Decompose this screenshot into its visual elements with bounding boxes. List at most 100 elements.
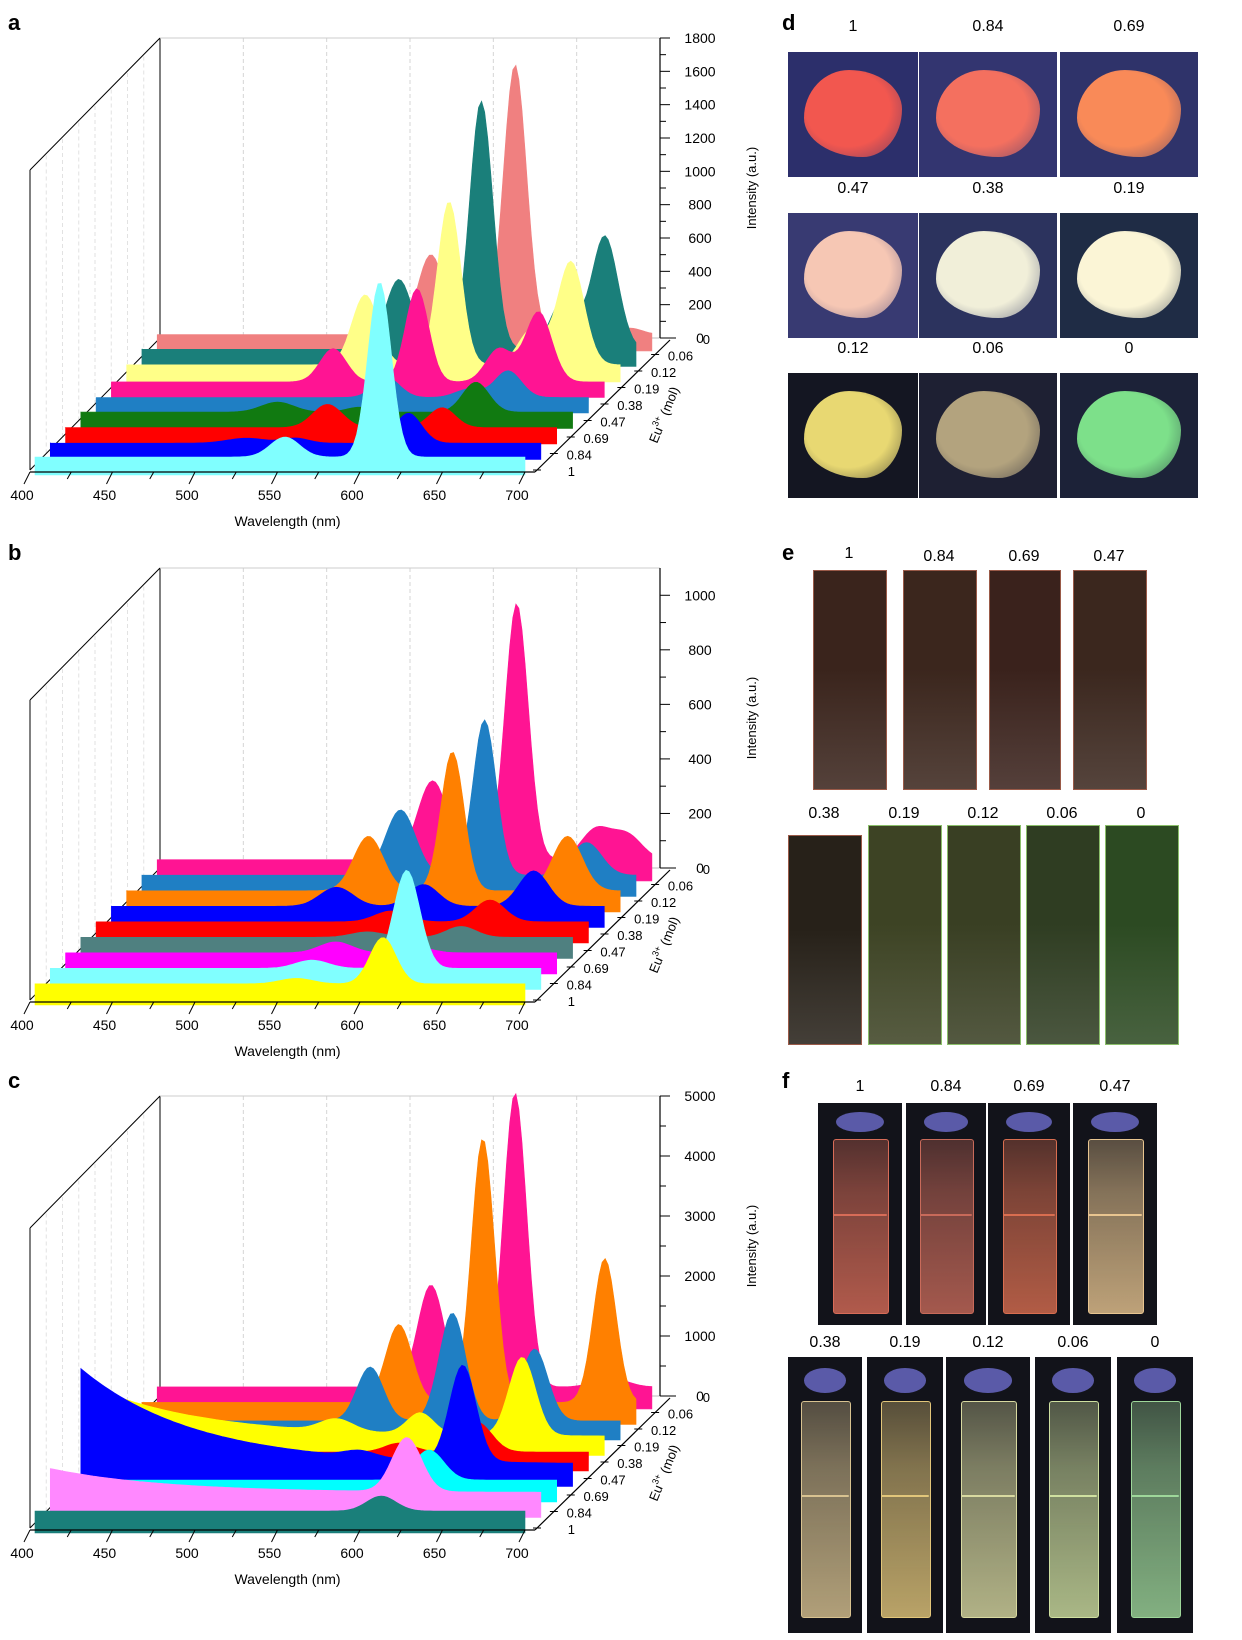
series-0_47-area xyxy=(80,1364,573,1487)
depth-tick-label: 0.06 xyxy=(668,1407,693,1422)
y-tick-label: 200 xyxy=(688,297,712,313)
y-tick-label: 0 xyxy=(696,860,704,876)
film-label: 0.06 xyxy=(1046,805,1078,822)
powder-label: 0.47 xyxy=(837,180,869,197)
y-tick-label: 600 xyxy=(688,696,712,712)
cuvette-meniscus xyxy=(801,1495,849,1497)
cuvette-photo xyxy=(818,1103,902,1325)
x-tick-label: 550 xyxy=(258,487,282,503)
depth-tick-label: 1 xyxy=(568,464,575,479)
powder-sample xyxy=(935,390,1041,478)
cuvette-cap xyxy=(883,1368,927,1393)
cuvette-photo xyxy=(946,1357,1030,1633)
series-0_19-area xyxy=(111,1357,605,1456)
cuvette-meniscus xyxy=(920,1214,972,1216)
depth-tick-label: 0.12 xyxy=(651,895,676,910)
depth-tick-label: 0.06 xyxy=(668,879,693,894)
depth-tick-label: 0.47 xyxy=(600,415,625,430)
y-tick-label: 5000 xyxy=(684,1088,715,1104)
series-0_84-area xyxy=(49,869,542,990)
y-tick-label: 1800 xyxy=(684,30,715,46)
powder-label: 0 xyxy=(1124,340,1134,357)
cuvette-photo xyxy=(1035,1357,1111,1633)
powder-photo xyxy=(1060,213,1198,338)
x-tick-label: 550 xyxy=(258,1017,282,1033)
x-tick-label: 600 xyxy=(340,1545,364,1561)
cuvette-cap xyxy=(1091,1111,1139,1132)
film-label: 0.38 xyxy=(808,805,840,822)
series-1-area xyxy=(34,937,526,1006)
cuvette-meniscus xyxy=(1048,1495,1098,1497)
x-tick-label: 450 xyxy=(93,1545,117,1561)
cuvette-cap xyxy=(1006,1111,1052,1132)
cuvette-cap xyxy=(923,1111,969,1132)
powder-photo xyxy=(1060,373,1198,498)
depth-tick-label: 1 xyxy=(568,994,575,1009)
x-axis-label: Wavelength (nm) xyxy=(234,1571,340,1587)
series-0_47-area xyxy=(80,926,573,959)
series-1-area xyxy=(34,1495,526,1534)
cuvette-photo xyxy=(1073,1103,1157,1325)
powder-label: 0.12 xyxy=(837,340,869,357)
powder-sample xyxy=(1076,390,1182,478)
film-strip xyxy=(903,570,977,790)
cuvette-body xyxy=(920,1138,974,1314)
depth-tick-label: 0.69 xyxy=(583,431,608,446)
film-strip xyxy=(868,825,942,1045)
cuvette-meniscus xyxy=(833,1214,887,1216)
y-axis-label: Intensity (a.u.) xyxy=(744,677,759,759)
cuvette-photo xyxy=(906,1103,986,1325)
x-tick-label: 700 xyxy=(505,1545,529,1561)
powder-sample xyxy=(803,69,903,157)
cuvette-label: 0 xyxy=(1150,1334,1160,1351)
cuvette-body xyxy=(1088,1138,1144,1314)
y-tick-label: 800 xyxy=(688,197,712,213)
cuvette-meniscus xyxy=(1088,1214,1142,1216)
y-tick-label: 400 xyxy=(688,263,712,279)
cuvette-body xyxy=(1002,1138,1058,1314)
cuvette-photo xyxy=(788,1357,862,1633)
panel-letter-c: c xyxy=(8,1068,21,1093)
x-tick-label: 650 xyxy=(423,487,447,503)
cuvette-body xyxy=(1048,1401,1100,1619)
powder-sample xyxy=(803,230,903,318)
film-label: 0.19 xyxy=(888,805,920,822)
y-tick-label: 800 xyxy=(688,642,712,658)
y-tick-label: 2000 xyxy=(684,1268,715,1284)
y-tick-label: 3000 xyxy=(684,1208,715,1224)
cuvette-label: 0.06 xyxy=(1057,1334,1089,1351)
film-strip xyxy=(1073,570,1147,790)
film-strip xyxy=(989,570,1061,790)
y-axis-label: Intensity (a.u.) xyxy=(744,147,759,229)
depth-tick-label: 0.19 xyxy=(634,912,659,927)
series-0_19-area xyxy=(111,288,605,398)
powder-label: 0.84 xyxy=(972,18,1004,35)
depth-tick-label: 0 xyxy=(703,862,710,877)
cuvette-cap xyxy=(964,1368,1012,1393)
y-tick-label: 4000 xyxy=(684,1148,715,1164)
depth-tick-label: 0.19 xyxy=(634,382,659,397)
powder-label: 1 xyxy=(848,18,858,35)
powder-photo xyxy=(788,52,918,177)
x-tick-label: 550 xyxy=(258,1545,282,1561)
panel-letter-d: d xyxy=(782,10,796,35)
x-axis-label: Wavelength (nm) xyxy=(234,1043,340,1059)
powder-label: 0.69 xyxy=(1113,18,1145,35)
cuvette-label: 0.69 xyxy=(1013,1078,1045,1095)
powder-sample xyxy=(1076,230,1182,318)
film-label: 0.12 xyxy=(967,805,999,822)
depth-tick-label: 0.19 xyxy=(634,1440,659,1455)
panel-letter-b: b xyxy=(8,540,22,565)
y-tick-label: 1600 xyxy=(684,63,715,79)
panel-letter-e: e xyxy=(782,540,795,565)
powder-photo xyxy=(788,213,918,338)
powder-sample xyxy=(803,390,903,478)
cuvette-label: 0.47 xyxy=(1099,1078,1131,1095)
depth-tick-label: 0.38 xyxy=(617,398,642,413)
film-label: 1 xyxy=(844,545,854,562)
cuvette-label: 0.38 xyxy=(809,1334,841,1351)
x-tick-label: 450 xyxy=(93,1017,117,1033)
y-tick-label: 400 xyxy=(688,751,712,767)
